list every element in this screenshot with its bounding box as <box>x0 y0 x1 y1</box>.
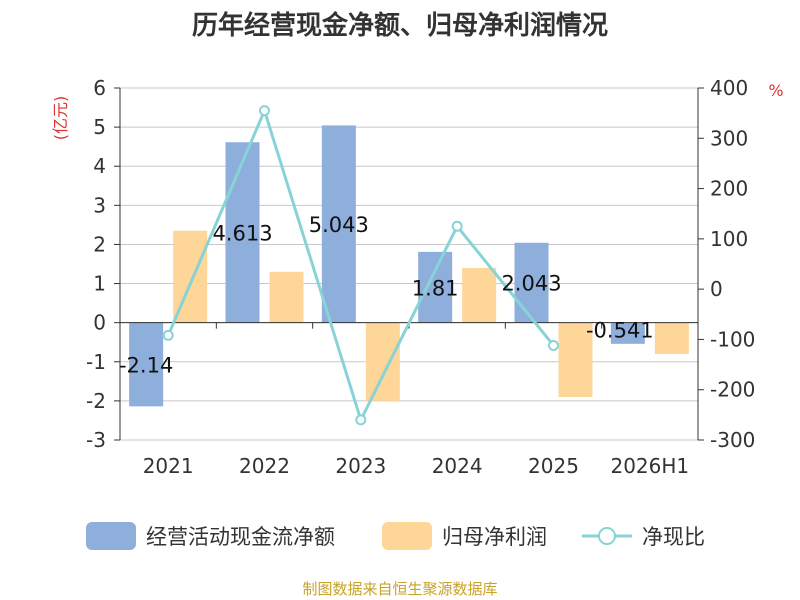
left-axis-unit: (亿元) <box>51 96 70 141</box>
category-label: 2025 <box>528 454 579 478</box>
cashflow-bar <box>129 322 164 407</box>
left-tick-label: 4 <box>93 154 106 178</box>
left-tick-label: 0 <box>93 311 106 335</box>
category-label: 2021 <box>143 454 194 478</box>
right-axis-unit: % <box>768 81 783 100</box>
source-note: 制图数据来自恒生聚源数据库 <box>302 580 497 598</box>
left-tick-label: 5 <box>93 115 106 139</box>
legend-label-ratio: 净现比 <box>642 525 705 549</box>
right-tick-label: -100 <box>710 327 755 351</box>
cashflow-data-label: 4.613 <box>212 221 272 245</box>
cashflow-data-label: 5.043 <box>309 213 369 237</box>
cashflow-bar <box>418 251 453 323</box>
bars <box>129 125 689 407</box>
ratio-point <box>162 329 174 341</box>
right-tick-label: 400 <box>710 76 748 100</box>
net-profit-bar <box>654 322 689 354</box>
ratio-point <box>355 414 367 426</box>
ratio-point <box>259 105 270 117</box>
legend-label-net-profit: 归母净利润 <box>442 525 547 549</box>
left-tick-label: -2 <box>86 389 106 413</box>
legend-swatch-ratio-marker <box>598 527 616 545</box>
cashflow-data-label: -0.541 <box>586 319 654 343</box>
left-tick-label: 1 <box>93 272 106 296</box>
cashflow-bar <box>225 142 260 323</box>
left-tick-label: -3 <box>86 428 106 452</box>
data-labels: -2.14 4.613 5.043 1.81 2.043 -0.541 <box>119 213 654 377</box>
cashflow-bar <box>514 242 549 323</box>
ratio-line <box>162 105 559 426</box>
legend-swatch-cashflow <box>86 522 136 550</box>
ratio-point <box>548 339 559 351</box>
category-label: 2026H1 <box>610 454 689 478</box>
category-label: 2023 <box>335 454 386 478</box>
right-tick-label: -300 <box>710 428 755 452</box>
net-profit-bar <box>462 267 497 323</box>
right-tick-label: 100 <box>710 227 748 251</box>
left-tick-label: 3 <box>93 193 106 217</box>
right-tick-label: -200 <box>710 378 755 402</box>
cashflow-data-label: 1.81 <box>412 276 459 300</box>
net-profit-bar <box>269 271 304 323</box>
cashflow-data-label: 2.043 <box>501 272 561 296</box>
legend: 经营活动现金流净额 归母净利润 净现比 <box>86 522 705 550</box>
category-label: 2024 <box>432 454 483 478</box>
chart-title: 历年经营现金净额、归母净利润情况 <box>192 10 608 41</box>
axes: -3 -2 -1 0 1 2 3 4 5 6 -300 -200 -100 0 100 200 300 400 20… <box>86 76 755 478</box>
left-tick-label: 2 <box>93 232 106 256</box>
left-tick-label: 6 <box>93 76 106 100</box>
cashflow-bar <box>321 125 356 323</box>
net-profit-bar <box>365 322 400 401</box>
right-tick-label: 0 <box>710 277 723 301</box>
legend-swatch-net-profit <box>382 522 432 550</box>
cashflow-data-label: -2.14 <box>119 354 173 378</box>
cashflow-bar <box>610 322 645 344</box>
right-tick-label: 300 <box>710 126 748 150</box>
ratio-point <box>451 220 463 232</box>
legend-label-cashflow: 经营活动现金流净额 <box>146 525 335 549</box>
category-label: 2022 <box>239 454 290 478</box>
left-tick-label: -1 <box>86 350 106 374</box>
net-profit-bar <box>558 322 593 397</box>
right-tick-label: 200 <box>710 177 748 201</box>
